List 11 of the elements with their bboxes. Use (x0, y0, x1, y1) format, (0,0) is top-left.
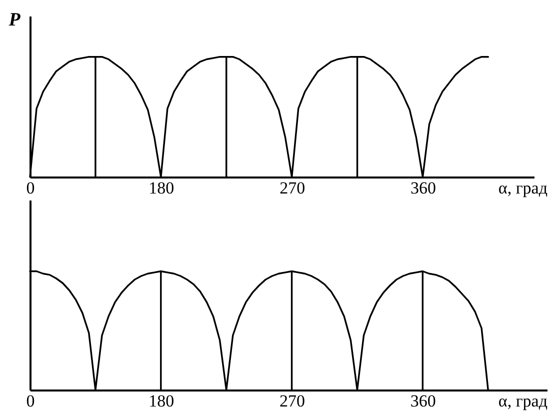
x-axis-title: α, град (498, 392, 548, 410)
x-tick-label: 0 (26, 178, 35, 198)
x-tick-label: 360 (410, 178, 436, 198)
x-tick-label: 270 (280, 392, 306, 410)
x-tick-label: 270 (280, 178, 306, 198)
x-axis-title: α, град (498, 178, 548, 198)
x-tick-label: 180 (148, 178, 174, 198)
y-axis-title: P (8, 10, 21, 30)
x-tick-label: 360 (410, 392, 436, 410)
x-tick-label: 180 (148, 392, 174, 410)
x-tick-label: 0 (26, 392, 35, 410)
